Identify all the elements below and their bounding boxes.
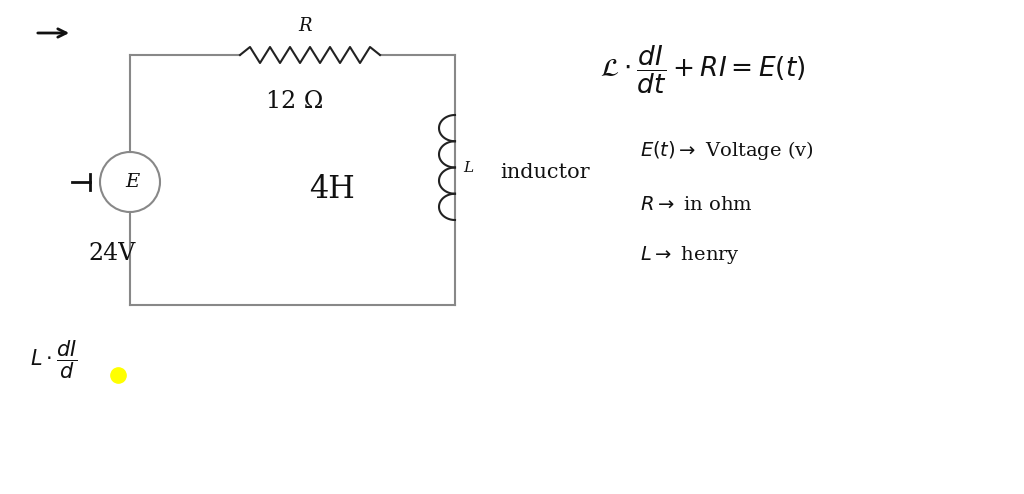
Text: $\mathcal{L}\cdot\dfrac{dI}{dt} + RI = E(t)$: $\mathcal{L}\cdot\dfrac{dI}{dt} + RI = E… [600,44,806,96]
Text: L: L [463,161,473,174]
Text: R: R [298,17,311,35]
Text: $R\rightarrow$ in ohm: $R\rightarrow$ in ohm [640,196,753,214]
Text: $L\cdot\dfrac{dI}{d}$: $L\cdot\dfrac{dI}{d}$ [30,339,78,381]
Text: 12 Ω: 12 Ω [266,90,324,113]
Text: 4H: 4H [309,174,355,206]
Text: inductor: inductor [500,163,590,182]
Text: $L\rightarrow$ henry: $L\rightarrow$ henry [640,244,740,266]
Text: $E(t)\rightarrow$ Voltage (v): $E(t)\rightarrow$ Voltage (v) [640,138,814,162]
Text: 24V: 24V [88,242,135,265]
Text: E: E [125,173,139,191]
